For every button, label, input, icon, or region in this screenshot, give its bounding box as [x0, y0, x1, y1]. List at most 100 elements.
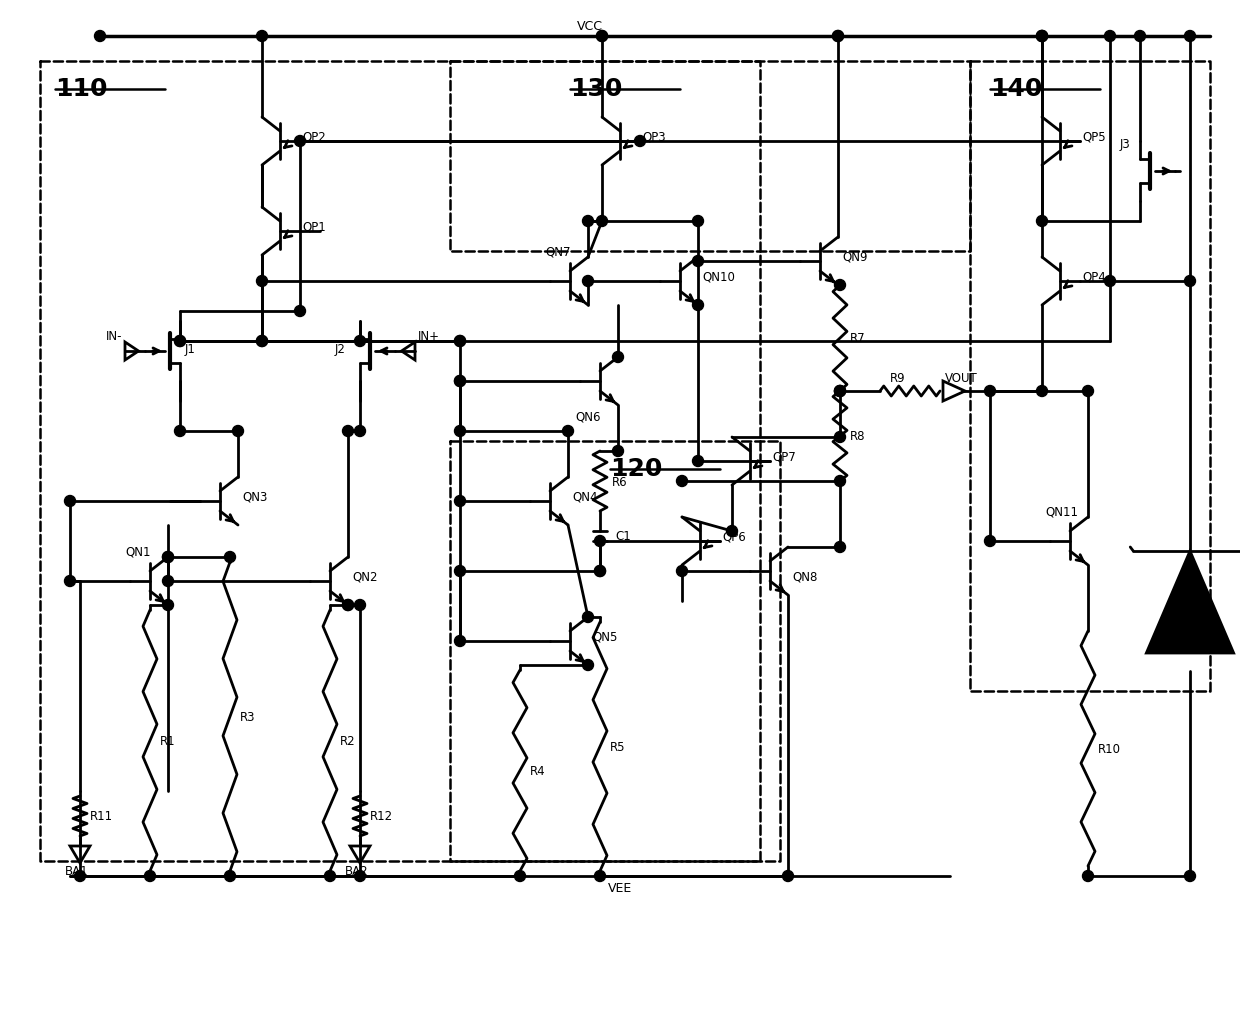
- Text: VEE: VEE: [608, 882, 632, 894]
- Circle shape: [162, 576, 174, 587]
- Circle shape: [692, 216, 703, 227]
- Text: QN11: QN11: [1045, 506, 1078, 518]
- Circle shape: [613, 446, 624, 457]
- Circle shape: [342, 426, 353, 437]
- Text: QN10: QN10: [702, 270, 735, 283]
- Circle shape: [1037, 386, 1048, 397]
- Circle shape: [257, 31, 268, 42]
- Circle shape: [594, 536, 605, 547]
- Circle shape: [455, 337, 465, 347]
- Text: R8: R8: [849, 430, 866, 443]
- Circle shape: [563, 426, 573, 437]
- Circle shape: [145, 870, 155, 882]
- Circle shape: [832, 31, 843, 42]
- Circle shape: [1184, 31, 1195, 42]
- Circle shape: [594, 566, 605, 577]
- Circle shape: [832, 31, 843, 42]
- Circle shape: [64, 576, 76, 587]
- Polygon shape: [1146, 551, 1234, 653]
- Circle shape: [1184, 276, 1195, 287]
- Text: VCC: VCC: [577, 20, 603, 33]
- Circle shape: [175, 337, 186, 347]
- Text: IN+: IN+: [418, 331, 440, 343]
- Text: R6: R6: [613, 475, 627, 488]
- Text: VOUT: VOUT: [945, 372, 978, 385]
- Circle shape: [1083, 386, 1094, 397]
- Text: C1: C1: [615, 530, 631, 543]
- Text: 130: 130: [570, 77, 622, 101]
- Circle shape: [175, 337, 186, 347]
- Text: QN6: QN6: [575, 410, 600, 423]
- Circle shape: [455, 496, 465, 507]
- Circle shape: [835, 386, 846, 397]
- Circle shape: [1037, 31, 1048, 42]
- Text: QP5: QP5: [1083, 130, 1106, 144]
- Circle shape: [74, 870, 86, 882]
- Circle shape: [613, 352, 624, 363]
- Text: R3: R3: [241, 711, 255, 723]
- Circle shape: [583, 276, 594, 287]
- Circle shape: [583, 612, 594, 623]
- Circle shape: [1105, 31, 1116, 42]
- Text: QP3: QP3: [642, 130, 666, 144]
- Text: 140: 140: [990, 77, 1043, 101]
- Text: BA2: BA2: [345, 864, 368, 878]
- Text: R11: R11: [91, 810, 113, 823]
- Circle shape: [835, 476, 846, 487]
- Text: QN7: QN7: [546, 246, 570, 258]
- Text: R7: R7: [849, 333, 866, 345]
- Text: J1: J1: [185, 342, 196, 355]
- Text: QN4: QN4: [572, 490, 598, 503]
- Circle shape: [1135, 31, 1146, 42]
- Circle shape: [515, 870, 526, 882]
- Circle shape: [455, 337, 465, 347]
- Circle shape: [455, 426, 465, 437]
- Text: 110: 110: [55, 77, 108, 101]
- Circle shape: [355, 870, 366, 882]
- Circle shape: [985, 386, 996, 397]
- Text: R9: R9: [890, 372, 905, 385]
- Circle shape: [455, 636, 465, 647]
- Text: QN2: QN2: [352, 570, 377, 583]
- Circle shape: [594, 870, 605, 882]
- Circle shape: [835, 386, 846, 397]
- Text: QN1: QN1: [125, 545, 150, 558]
- Circle shape: [342, 600, 353, 611]
- Text: J2: J2: [335, 342, 346, 355]
- Circle shape: [257, 276, 268, 287]
- Text: QP2: QP2: [303, 130, 326, 144]
- Text: R12: R12: [370, 810, 393, 823]
- Circle shape: [94, 31, 105, 42]
- Circle shape: [455, 566, 465, 577]
- Circle shape: [1105, 276, 1116, 287]
- Circle shape: [1184, 870, 1195, 882]
- Text: J3: J3: [1120, 137, 1131, 151]
- Text: QN9: QN9: [842, 251, 868, 263]
- Circle shape: [835, 280, 846, 291]
- Circle shape: [224, 870, 236, 882]
- Circle shape: [677, 476, 687, 487]
- Circle shape: [835, 432, 846, 443]
- Text: Z1: Z1: [1200, 605, 1215, 618]
- Circle shape: [342, 600, 353, 611]
- Circle shape: [583, 216, 594, 227]
- Circle shape: [257, 337, 268, 347]
- Text: QN8: QN8: [792, 570, 817, 583]
- Circle shape: [692, 300, 703, 311]
- Circle shape: [64, 496, 76, 507]
- Circle shape: [635, 136, 646, 148]
- Circle shape: [257, 337, 268, 347]
- Text: R4: R4: [529, 764, 546, 777]
- Circle shape: [233, 426, 243, 437]
- Text: BA1: BA1: [66, 864, 89, 878]
- Circle shape: [162, 552, 174, 563]
- Circle shape: [985, 536, 996, 547]
- Text: 120: 120: [610, 457, 662, 480]
- Text: QN3: QN3: [242, 490, 268, 503]
- Text: R10: R10: [1097, 742, 1121, 755]
- Circle shape: [596, 31, 608, 42]
- Circle shape: [455, 376, 465, 387]
- Circle shape: [162, 600, 174, 611]
- Circle shape: [596, 31, 608, 42]
- Circle shape: [1037, 31, 1048, 42]
